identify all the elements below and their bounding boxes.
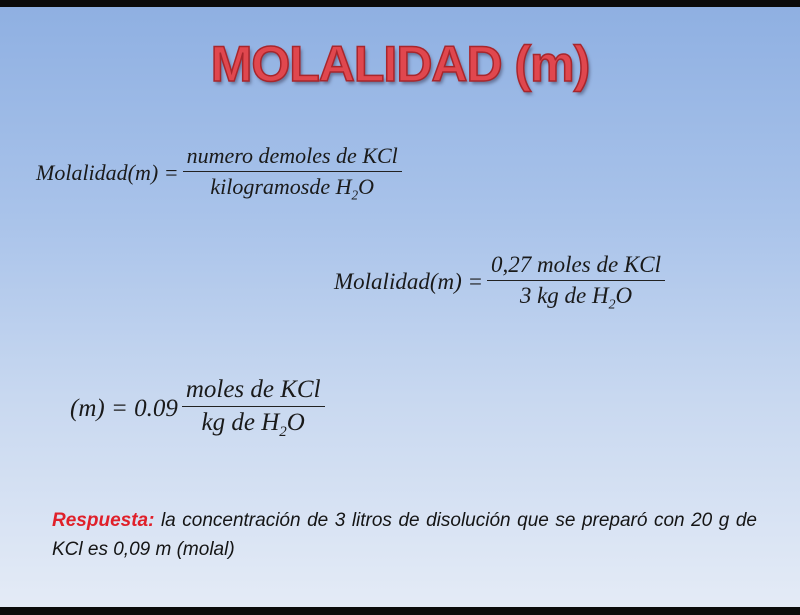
subscript: 2 bbox=[351, 187, 359, 203]
formula-lhs: Molalidad(m) = bbox=[36, 160, 179, 186]
numerator: 0,27 moles de KCl bbox=[487, 252, 665, 281]
numerator: moles de KCl bbox=[181, 376, 325, 407]
subscript: 2 bbox=[279, 424, 287, 440]
denominator-text: O bbox=[615, 283, 633, 308]
denominator-text: O bbox=[358, 174, 374, 199]
denominator-text: kilogramosde H bbox=[210, 174, 352, 199]
subscript: 2 bbox=[608, 296, 616, 312]
denominator: kilogramosde H2O bbox=[206, 172, 378, 203]
formula-substituted: Molalidad(m) = 0,27 moles de KCl 3 kg de… bbox=[334, 252, 665, 313]
formula-lhs: Molalidad(m) = bbox=[334, 269, 484, 295]
denominator-text: 3 kg de H bbox=[519, 283, 609, 308]
fraction: 0,27 moles de KCl 3 kg de H2O bbox=[487, 252, 665, 313]
slide: MOLALIDAD (m) Molalidad(m) = numero demo… bbox=[0, 7, 800, 607]
fraction: numero demoles de KCl kilogramosde H2O bbox=[182, 143, 402, 203]
answer-text: la concentración de 3 litros de disoluci… bbox=[52, 510, 757, 560]
slide-title: MOLALIDAD (m) bbox=[210, 35, 591, 93]
answer-paragraph: Respuesta: la concentración de 3 litros … bbox=[52, 506, 757, 564]
formula-general: Molalidad(m) = numero demoles de KCl kil… bbox=[36, 143, 402, 203]
fraction: moles de KCl kg de H2O bbox=[181, 376, 325, 441]
answer-label: Respuesta: bbox=[52, 510, 155, 531]
denominator-text: O bbox=[286, 409, 305, 436]
denominator: 3 kg de H2O bbox=[516, 281, 636, 313]
denominator: kg de H2O bbox=[198, 407, 309, 441]
formula-lhs: (m) = 0.09 bbox=[70, 394, 178, 422]
numerator: numero demoles de KCl bbox=[182, 143, 402, 172]
formula-result: (m) = 0.09 moles de KCl kg de H2O bbox=[70, 376, 325, 441]
denominator-text: kg de H bbox=[201, 409, 280, 436]
